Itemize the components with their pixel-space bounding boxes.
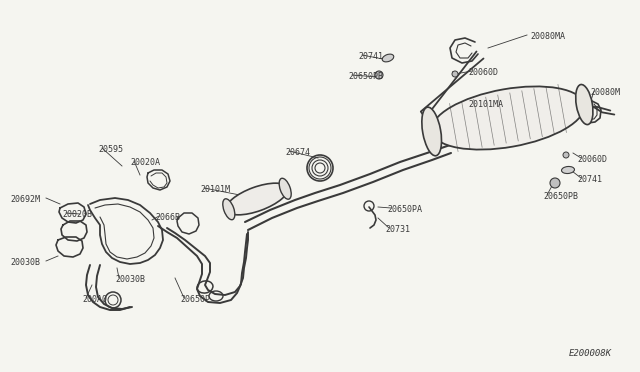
Text: 20650P: 20650P xyxy=(180,295,210,304)
Text: 200A0: 200A0 xyxy=(82,295,107,304)
Text: 20060D: 20060D xyxy=(577,155,607,164)
Text: 20731: 20731 xyxy=(385,225,410,234)
Text: 20080M: 20080M xyxy=(590,88,620,97)
Text: 20741: 20741 xyxy=(577,175,602,184)
Text: 20030B: 20030B xyxy=(115,275,145,284)
Ellipse shape xyxy=(422,107,442,156)
Text: 2066B: 2066B xyxy=(155,213,180,222)
Ellipse shape xyxy=(223,199,235,220)
Text: 20030B: 20030B xyxy=(10,258,40,267)
Text: E200008K: E200008K xyxy=(569,349,612,358)
Circle shape xyxy=(375,71,383,79)
Ellipse shape xyxy=(226,183,288,215)
Ellipse shape xyxy=(382,54,394,62)
Text: 20020B: 20020B xyxy=(62,210,92,219)
Circle shape xyxy=(563,152,569,158)
Ellipse shape xyxy=(279,178,291,199)
Text: 20101MA: 20101MA xyxy=(468,100,503,109)
Text: 20101M: 20101M xyxy=(200,185,230,194)
Text: 20674: 20674 xyxy=(285,148,310,157)
Ellipse shape xyxy=(431,86,584,150)
Text: 20060D: 20060D xyxy=(468,68,498,77)
Text: 20020A: 20020A xyxy=(130,158,160,167)
Text: 20692M: 20692M xyxy=(10,195,40,204)
Circle shape xyxy=(452,71,458,77)
Text: 20741: 20741 xyxy=(358,52,383,61)
Ellipse shape xyxy=(561,166,575,173)
Text: 20080MA: 20080MA xyxy=(530,32,565,41)
Text: 20650PB: 20650PB xyxy=(543,192,578,201)
Ellipse shape xyxy=(576,84,593,125)
Text: 20650PA: 20650PA xyxy=(387,205,422,214)
Text: 20595: 20595 xyxy=(98,145,123,154)
Text: 20650PB: 20650PB xyxy=(348,72,383,81)
Circle shape xyxy=(550,178,560,188)
